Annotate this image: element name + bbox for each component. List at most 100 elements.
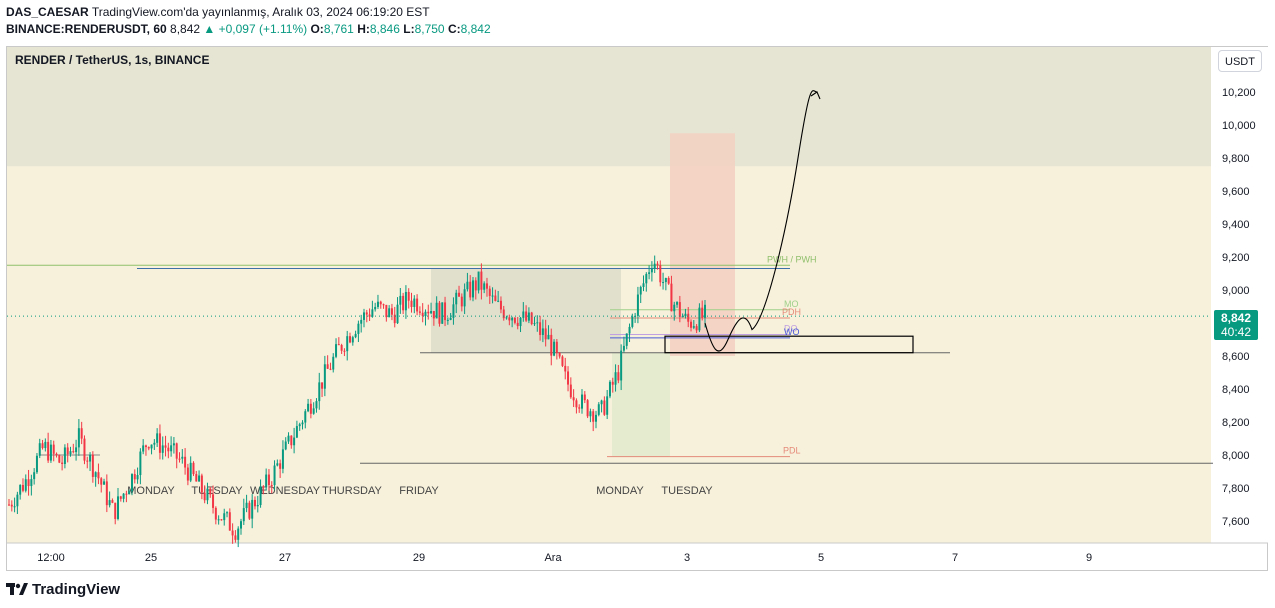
candle-body [522, 311, 525, 318]
candle-body [58, 455, 61, 463]
candle-body [639, 286, 642, 295]
price-axis-panel [1211, 47, 1268, 543]
candle-body [156, 433, 159, 443]
candle-body [519, 317, 522, 327]
candle-body [256, 505, 259, 507]
candle-body [625, 333, 628, 346]
candle-body [390, 308, 393, 315]
candle-body [488, 288, 491, 296]
candle-body [449, 317, 452, 320]
candle-body [119, 496, 122, 499]
candle-body [594, 414, 597, 422]
y-tick-label: 9,600 [1222, 186, 1250, 198]
candle-body [8, 504, 10, 506]
candle-body [684, 313, 687, 317]
candle-body [544, 328, 547, 340]
open-value: 8,761 [323, 22, 354, 36]
session-label: TUESDAY [191, 485, 243, 497]
candle-body [128, 491, 131, 495]
candle-body [553, 341, 556, 356]
open-label: O: [310, 22, 324, 36]
candle-body [52, 444, 55, 454]
candle-body [670, 283, 673, 312]
candles-group [8, 255, 706, 548]
candle-body [555, 341, 558, 353]
candle-body [94, 472, 97, 477]
candle-body [379, 301, 382, 305]
candle-body [253, 499, 256, 507]
candle-body [281, 449, 284, 469]
y-tick-label: 8,600 [1222, 351, 1250, 363]
candle-body [167, 447, 170, 452]
candle-body [477, 271, 480, 291]
candle-body [402, 295, 405, 311]
level-label: WO [784, 327, 800, 337]
candle-body [547, 334, 550, 340]
y-tick-label: 7,800 [1222, 483, 1250, 495]
candle-body [413, 298, 416, 307]
candle-body [452, 304, 455, 318]
candle-body [354, 333, 357, 338]
candle-body [460, 296, 463, 307]
projection-arrow [704, 90, 818, 352]
candle-body [458, 292, 461, 297]
candle-body [315, 401, 318, 409]
candle-body [69, 451, 72, 455]
candle-body [86, 460, 89, 462]
session-label: WEDNESDAY [250, 485, 321, 497]
low-value: 8,750 [414, 22, 445, 36]
candle-body [351, 337, 354, 343]
candle-body [393, 314, 396, 324]
candle-body [435, 302, 438, 319]
candle-body [662, 282, 665, 284]
candle-body [21, 484, 24, 491]
candle-body [648, 272, 651, 274]
candle-body [575, 400, 578, 408]
candle-body [569, 384, 572, 398]
close-value: 8,842 [460, 22, 491, 36]
candle-body [242, 508, 245, 522]
candle-body [144, 445, 147, 448]
candle-body [427, 311, 430, 314]
candle-body [525, 311, 528, 321]
author[interactable]: DAS_CAESAR [6, 5, 89, 19]
candle-body [349, 336, 352, 343]
candle-body [273, 465, 276, 486]
candle-body [161, 445, 164, 453]
candle-body [404, 291, 407, 311]
candle-body [636, 294, 639, 316]
candle-body [650, 268, 653, 273]
y-tick-label: 9,800 [1222, 153, 1250, 165]
candle-body [234, 535, 237, 540]
candle-body [276, 463, 279, 466]
candle-body [513, 317, 516, 323]
candle-body [150, 444, 153, 449]
candle-body [480, 271, 483, 290]
currency-button[interactable]: USDT [1218, 50, 1262, 72]
candle-body [125, 493, 128, 495]
candle-body [536, 322, 539, 324]
x-tick-label: 27 [279, 552, 291, 564]
candle-body [122, 493, 125, 499]
candle-body [251, 499, 254, 519]
candle-body [533, 323, 536, 325]
high-value: 8,846 [369, 22, 400, 36]
candle-body [108, 500, 111, 506]
candle-body [103, 481, 106, 485]
candle-body [430, 311, 433, 314]
candle-body [360, 319, 363, 324]
candle-body [511, 317, 514, 321]
candle-body [83, 438, 86, 461]
candle-body [139, 451, 142, 476]
candle-body [284, 441, 287, 450]
candle-body [653, 263, 656, 269]
candle-body [340, 345, 343, 351]
tradingview-logo[interactable]: TradingView [6, 581, 120, 598]
candle-body [33, 472, 36, 480]
candle-body [701, 307, 704, 318]
candle-body [259, 486, 262, 506]
candle-body [105, 481, 108, 506]
candle-body [614, 372, 617, 385]
candle-body [483, 283, 486, 290]
